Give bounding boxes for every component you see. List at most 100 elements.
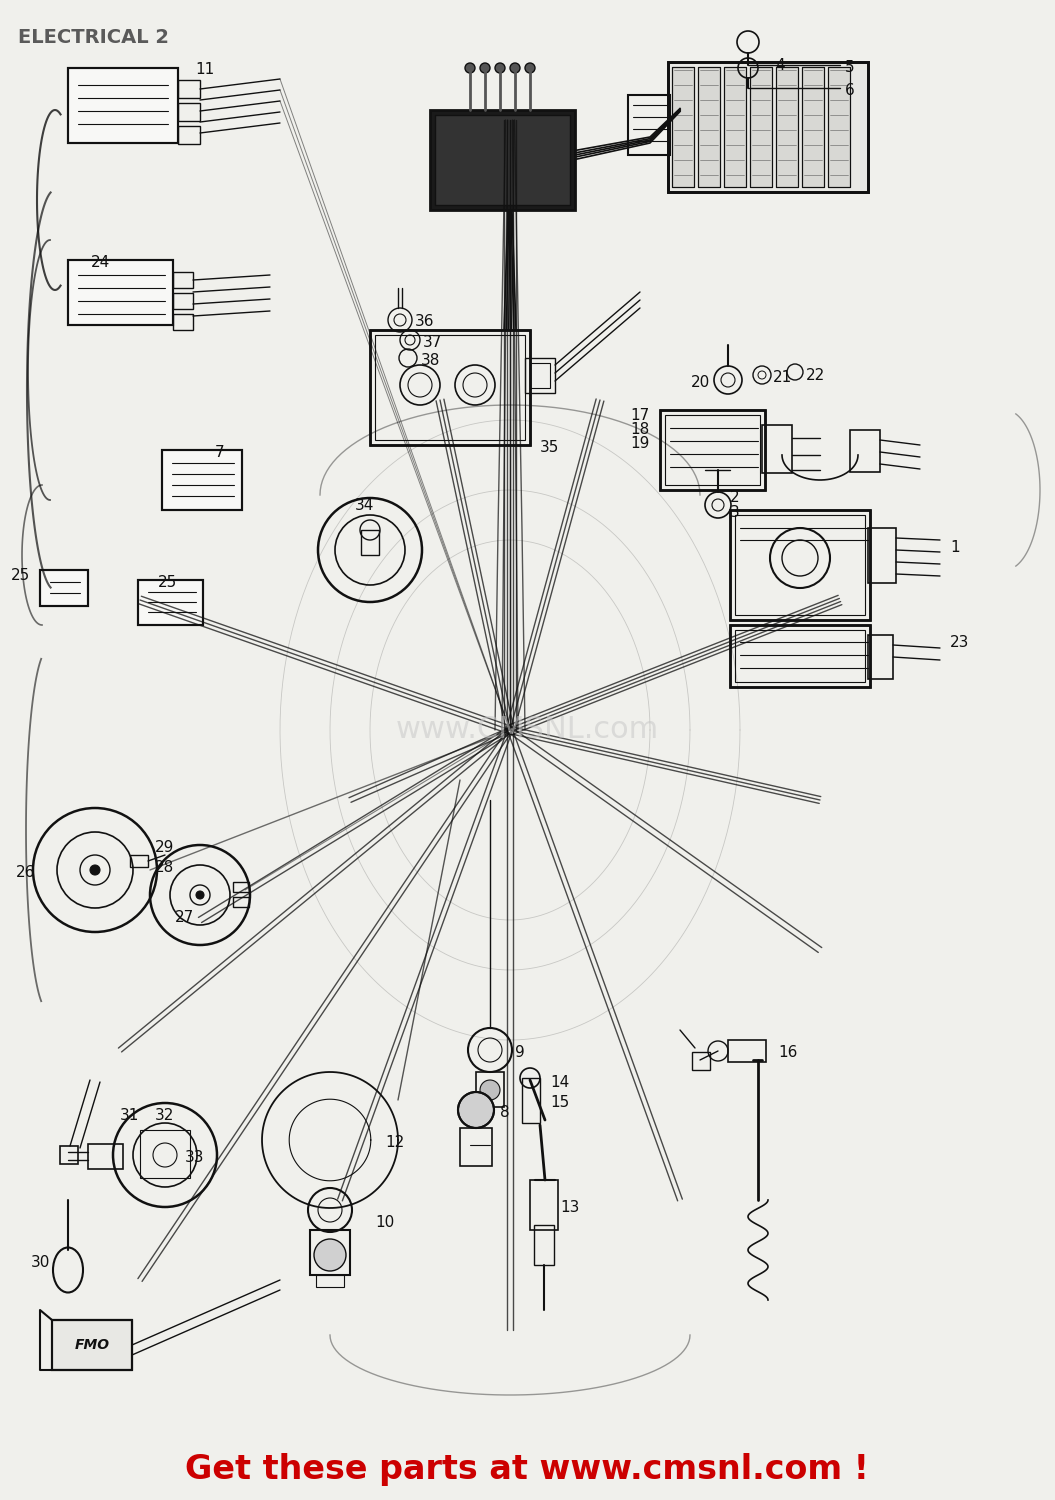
- Text: Get these parts at www.cmsnl.com !: Get these parts at www.cmsnl.com !: [185, 1454, 869, 1486]
- Bar: [140, 1130, 190, 1178]
- Text: 9: 9: [515, 1046, 524, 1060]
- Bar: [370, 330, 530, 446]
- Bar: [730, 510, 870, 620]
- Bar: [750, 68, 772, 188]
- Text: 24: 24: [91, 255, 110, 270]
- Bar: [730, 626, 870, 687]
- Bar: [435, 116, 570, 206]
- Bar: [776, 68, 798, 188]
- Bar: [178, 126, 200, 144]
- Circle shape: [510, 63, 520, 74]
- Bar: [162, 450, 242, 510]
- Text: 19: 19: [631, 436, 650, 451]
- Bar: [522, 1078, 540, 1124]
- Bar: [850, 430, 880, 472]
- Bar: [68, 68, 178, 142]
- Text: 11: 11: [195, 62, 214, 76]
- Circle shape: [90, 865, 100, 874]
- Text: www.CMSNL.com: www.CMSNL.com: [396, 716, 658, 744]
- Text: ELECTRICAL 2: ELECTRICAL 2: [18, 28, 169, 46]
- Bar: [233, 897, 249, 908]
- Circle shape: [314, 1239, 346, 1270]
- Bar: [178, 80, 200, 98]
- Bar: [668, 62, 868, 192]
- Circle shape: [525, 63, 535, 74]
- Text: 14: 14: [550, 1076, 570, 1090]
- Text: 27: 27: [175, 910, 194, 926]
- Bar: [828, 68, 850, 188]
- Circle shape: [465, 63, 475, 74]
- Text: 20: 20: [691, 375, 710, 390]
- Text: 1: 1: [950, 540, 960, 555]
- Bar: [692, 1052, 710, 1070]
- Text: 35: 35: [540, 440, 559, 454]
- Bar: [728, 1040, 766, 1062]
- Bar: [698, 68, 720, 188]
- Text: 4: 4: [775, 58, 785, 74]
- Text: 30: 30: [31, 1256, 50, 1270]
- Bar: [672, 68, 694, 188]
- Text: 7: 7: [215, 446, 225, 460]
- Text: 3: 3: [730, 506, 740, 520]
- Bar: [724, 68, 746, 188]
- Text: 38: 38: [421, 352, 440, 368]
- Bar: [665, 416, 760, 484]
- Bar: [525, 358, 555, 393]
- Bar: [735, 514, 865, 615]
- Bar: [361, 530, 379, 555]
- Text: 6: 6: [845, 82, 855, 98]
- Bar: [233, 882, 249, 892]
- Text: 2: 2: [730, 490, 740, 506]
- Bar: [178, 104, 200, 122]
- Bar: [173, 272, 193, 288]
- Text: 31: 31: [120, 1108, 139, 1124]
- Bar: [316, 1275, 344, 1287]
- Circle shape: [480, 1080, 500, 1100]
- Text: 29: 29: [155, 840, 174, 855]
- Bar: [173, 314, 193, 330]
- Bar: [762, 424, 792, 472]
- Bar: [40, 570, 88, 606]
- Text: 21: 21: [773, 370, 792, 386]
- Bar: [730, 626, 870, 687]
- Bar: [68, 68, 178, 142]
- Text: 16: 16: [778, 1046, 798, 1060]
- Text: 23: 23: [950, 634, 970, 650]
- Bar: [724, 68, 746, 188]
- Text: 8: 8: [500, 1106, 510, 1120]
- Circle shape: [458, 1092, 494, 1128]
- Text: 37: 37: [423, 334, 442, 350]
- Text: 13: 13: [560, 1200, 579, 1215]
- Bar: [40, 570, 88, 606]
- Bar: [802, 68, 824, 188]
- Text: 15: 15: [550, 1095, 570, 1110]
- Bar: [460, 1128, 492, 1166]
- Bar: [672, 68, 694, 188]
- Bar: [52, 1320, 132, 1370]
- Text: 34: 34: [354, 498, 375, 513]
- Bar: [52, 1320, 132, 1370]
- Bar: [828, 68, 850, 188]
- Bar: [173, 292, 193, 309]
- Bar: [310, 1230, 350, 1275]
- Bar: [530, 1180, 558, 1230]
- Bar: [138, 580, 203, 626]
- Bar: [802, 68, 824, 188]
- Bar: [88, 1144, 123, 1168]
- Bar: [476, 1072, 504, 1107]
- Bar: [138, 580, 203, 626]
- Text: 33: 33: [185, 1150, 205, 1166]
- Text: 10: 10: [375, 1215, 395, 1230]
- Text: 22: 22: [806, 368, 825, 382]
- Bar: [776, 68, 798, 188]
- Text: 28: 28: [155, 859, 174, 874]
- Bar: [698, 68, 720, 188]
- Text: FMO: FMO: [75, 1338, 110, 1352]
- Text: 18: 18: [631, 422, 650, 436]
- Bar: [534, 1226, 554, 1264]
- Text: 32: 32: [155, 1108, 174, 1124]
- Bar: [68, 260, 173, 326]
- Bar: [730, 510, 870, 620]
- Bar: [130, 855, 148, 867]
- Bar: [530, 363, 550, 388]
